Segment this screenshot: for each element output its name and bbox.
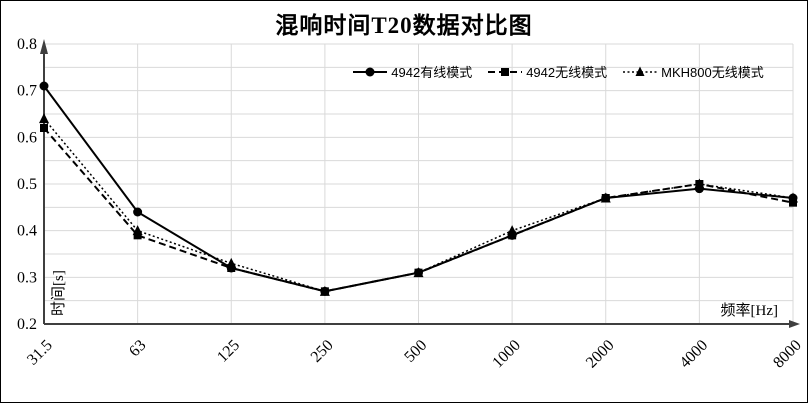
y-tick-label: 0.5 [17,176,37,193]
y-tick-label: 0.6 [17,129,37,146]
x-tick-label: 8000 [770,337,805,372]
data-point-triangle [600,192,611,203]
data-point-triangle [132,225,143,236]
y-tick-label: 0.3 [17,269,37,286]
y-tick-label: 0.4 [17,223,37,240]
legend-item-2: MKH800无线模式 [623,62,764,81]
data-point-triangle [788,192,798,203]
data-point-square [789,198,797,207]
legend-item-1: 4942无线模式 [488,62,607,81]
x-tick-label: 250 [308,337,337,366]
data-point-triangle [694,178,705,189]
data-point-triangle [319,285,330,296]
x-tick-label: 125 [214,337,243,366]
data-point-square [40,124,48,132]
legend-square-marker-icon [488,67,523,76]
data-point-circle [133,207,143,217]
chart-legend: 4942有线模式 4942无线模式 MKH800无线模式 [316,62,801,81]
y-tick-label: 0.7 [17,83,37,100]
x-tick-label: 4000 [677,337,712,372]
data-point-triangle [413,267,424,278]
x-tick-label: 31.5 [24,337,56,369]
legend-label: 4942无线模式 [526,65,608,80]
y-axis-arrow-icon [40,39,48,54]
legend-circle-marker-icon [353,67,388,76]
chart-title: 混响时间T20数据对比图 [275,13,533,38]
y-tick-label: 0.2 [17,316,37,333]
legend-item-0: 4942有线模式 [353,62,472,81]
data-point-square [227,264,236,272]
y-tick-label: 0.8 [17,36,37,53]
x-axis-title: 频率[Hz] [721,302,778,319]
data-point-triangle [226,257,237,268]
legend-label: 4942有线模式 [391,65,473,80]
legend-triangle-marker-icon [623,66,658,76]
x-tick-label: 2000 [583,337,618,372]
x-tick-label: 63 [126,337,149,360]
x-tick-label: 500 [401,337,430,366]
data-point-square [508,231,517,240]
data-point-triangle [507,225,518,236]
data-point-square [133,231,142,240]
legend-label: MKH800无线模式 [661,65,764,80]
data-point-circle [39,81,49,91]
y-axis-title: 时间[s] [50,270,67,316]
x-tick-label: 1000 [489,337,524,372]
data-point-triangle [39,113,49,124]
x-axis-arrow-icon [789,320,800,328]
